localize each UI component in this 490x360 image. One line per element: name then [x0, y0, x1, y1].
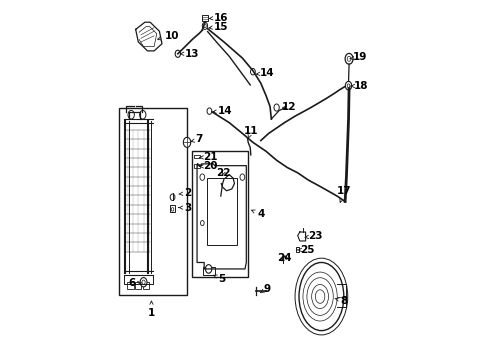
Text: 14: 14 — [213, 106, 232, 116]
Ellipse shape — [299, 262, 344, 330]
Text: 15: 15 — [209, 22, 228, 32]
Text: 4: 4 — [251, 210, 265, 220]
Circle shape — [200, 221, 204, 226]
Text: 11: 11 — [244, 126, 258, 139]
Text: 5: 5 — [213, 274, 226, 284]
Circle shape — [170, 194, 175, 201]
Text: 6: 6 — [128, 278, 141, 288]
Bar — [135, 282, 142, 289]
Text: 21: 21 — [200, 152, 218, 162]
Bar — [143, 282, 149, 289]
Text: 17: 17 — [337, 186, 352, 202]
Bar — [127, 282, 134, 289]
Text: 9: 9 — [261, 284, 270, 294]
Text: 1: 1 — [148, 301, 155, 318]
Circle shape — [205, 265, 212, 273]
Bar — [119, 108, 187, 295]
Text: 7: 7 — [191, 135, 203, 144]
Circle shape — [207, 108, 212, 114]
Bar — [194, 164, 200, 168]
Bar — [207, 178, 237, 244]
Circle shape — [274, 104, 279, 111]
Text: 25: 25 — [297, 245, 315, 255]
Text: 16: 16 — [210, 13, 228, 23]
Text: 24: 24 — [277, 253, 292, 263]
Circle shape — [345, 53, 353, 64]
Circle shape — [140, 278, 147, 287]
Bar — [203, 267, 216, 275]
Text: 13: 13 — [181, 49, 199, 59]
Text: 22: 22 — [216, 168, 230, 178]
Circle shape — [183, 137, 191, 147]
Text: 23: 23 — [305, 231, 323, 241]
Text: 20: 20 — [200, 161, 218, 171]
Text: 8: 8 — [335, 296, 347, 306]
Text: 2: 2 — [179, 188, 192, 198]
Bar — [192, 151, 247, 277]
Text: 10: 10 — [158, 31, 179, 41]
Text: 3: 3 — [179, 203, 192, 213]
Circle shape — [175, 50, 180, 57]
Circle shape — [240, 174, 245, 180]
Text: 12: 12 — [281, 102, 296, 112]
Bar — [194, 155, 200, 158]
Bar — [170, 205, 175, 212]
Circle shape — [345, 81, 352, 90]
Text: 14: 14 — [256, 68, 275, 78]
Bar — [202, 15, 208, 21]
Bar — [295, 247, 299, 252]
Circle shape — [200, 174, 205, 180]
Circle shape — [202, 22, 208, 30]
Text: 18: 18 — [351, 81, 368, 91]
Circle shape — [250, 68, 255, 75]
Text: 19: 19 — [350, 52, 367, 62]
